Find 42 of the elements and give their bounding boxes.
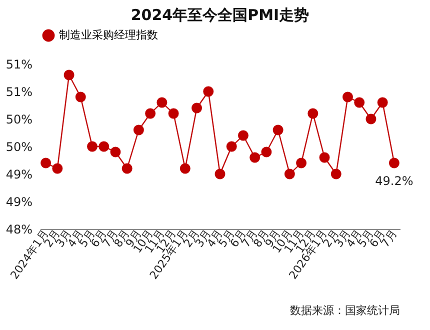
y-tick-label: 51% (6, 58, 32, 72)
y-tick-label: 51% (6, 85, 32, 99)
y-tick-label: 50% (6, 140, 32, 154)
point (284, 168, 295, 180)
point (168, 108, 179, 119)
source-note: 数据来源：国家统计局 (290, 304, 400, 317)
point (366, 114, 376, 124)
point (377, 97, 388, 108)
point (330, 168, 342, 180)
point (238, 130, 248, 141)
legend-label: 制造业采购经理指数 (59, 28, 158, 42)
point (296, 158, 307, 168)
point (388, 158, 400, 168)
point (40, 158, 52, 168)
point (308, 108, 318, 119)
point (261, 146, 272, 158)
point (203, 86, 214, 97)
point (342, 92, 353, 102)
point (354, 97, 365, 108)
point (98, 141, 110, 152)
point (64, 70, 74, 80)
point (52, 163, 63, 174)
point (250, 152, 260, 163)
point (180, 163, 190, 174)
point (87, 141, 98, 152)
y-tick-label: 48% (6, 222, 32, 236)
y-tick-label: 49% (6, 168, 32, 182)
point (122, 163, 132, 174)
point (192, 102, 202, 114)
point (145, 108, 156, 119)
point (319, 152, 330, 163)
data-label: 49.2% (375, 174, 414, 188)
point (214, 168, 226, 180)
chart-title: 2024年至今全国PMI走势 (130, 6, 310, 24)
point (110, 146, 121, 158)
point (272, 124, 284, 136)
point (75, 92, 86, 102)
y-tick-label: 49% (6, 195, 32, 209)
point (133, 124, 144, 136)
point (226, 141, 237, 152)
y-tick-label: 50% (6, 112, 32, 126)
point (156, 97, 168, 108)
